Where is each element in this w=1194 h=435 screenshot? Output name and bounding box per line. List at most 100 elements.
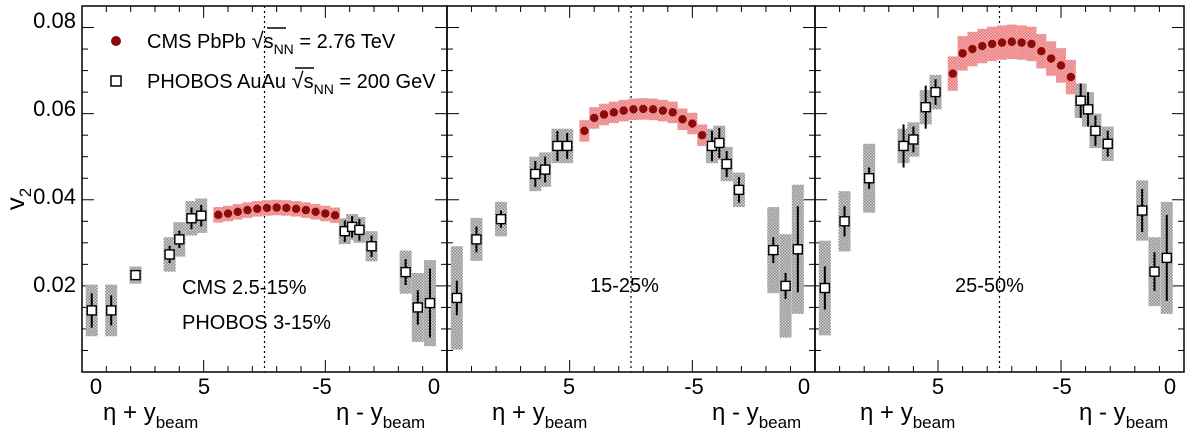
cms-point [214,210,223,220]
cms-point [958,49,967,58]
phobos-point [768,244,779,256]
phobos-point [186,213,197,224]
data-layer [450,98,804,350]
cms-point [639,104,648,114]
phobos-point [412,302,423,313]
cms-point [233,207,242,217]
phobos-point [733,184,745,196]
phobos-point [196,210,207,221]
x-tick-label: 5 [932,374,944,399]
cms-point [688,119,697,128]
phobos-point [539,164,551,175]
cms-point [697,130,707,140]
cms-point [1017,38,1026,47]
cms-point [609,108,619,117]
panel-1: CMS 2.5-15% PHOBOS 3-15% [81,5,448,373]
legend-cms-marker [111,36,121,46]
phobos-point [130,269,141,281]
cms-point [1046,54,1056,63]
phobos-point [424,297,436,309]
sqrt-sign: √ [292,68,305,93]
cms-point [978,41,987,51]
cms-point [291,204,301,214]
phobos-point [366,241,377,252]
y-tick-label: 0.06 [33,96,76,121]
phobos-point [1161,252,1172,264]
phobos-point [164,249,175,260]
cms-point [629,105,638,114]
cms-point [321,209,330,218]
data-layer [818,24,1173,336]
phobos-point [552,140,563,152]
centrality-label-phobos: PHOBOS 3-15% [182,312,331,334]
x-axis-title-left: η + ybeam [860,399,955,432]
x-tick-label: -5 [1052,374,1072,399]
phobos-point [898,140,909,152]
phobos-point [562,140,573,152]
phobos-point [721,158,732,170]
cms-point [272,203,281,212]
x-tick-label: 0 [90,374,102,399]
phobos-point [451,292,463,304]
phobos-point [354,224,365,236]
phobos-point [1090,125,1101,137]
phobos-point [819,282,831,294]
cms-point [678,115,687,124]
cms-point [243,205,252,215]
cms-point [301,205,311,215]
phobos-point [930,86,941,98]
panel-2: 15-25% [446,5,816,373]
phobos-point [1102,138,1113,149]
cms-point [968,44,977,54]
legend-phobos-marker [110,75,122,87]
cms-point [580,126,589,136]
y-tick-labels: 0.02 0.04 0.06 0.08 [33,8,76,297]
cms-point [668,108,677,117]
x-axis-title-right: η - ybeam [336,399,425,432]
y-tick-label: 0.04 [33,184,76,209]
phobos-point [714,137,725,149]
cms-point [1027,39,1036,49]
cms-point [658,106,668,115]
cms-point [948,69,957,78]
y-tick-label: 0.02 [33,272,76,297]
phobos-point [530,168,541,180]
x-tick-label: 0 [798,374,810,399]
sqrt-sign: √ [251,28,264,53]
cms-point [648,105,658,114]
cms-point [262,203,272,213]
cms-point [282,203,291,213]
phobos-point [86,305,97,316]
x-tick-labels: 0 5 -5 0 5 -5 0 5 -5 0 [90,374,1176,399]
phobos-point [908,134,919,145]
x-axis-title-left: η + ybeam [103,399,198,432]
phobos-point [1136,205,1148,216]
x-tick-label: -5 [312,374,332,399]
cms-point [1037,47,1046,56]
x-tick-label: 0 [1164,374,1176,399]
legend-phobos-label: PHOBOS AuAu √sNN = 200 GeV [147,68,436,97]
phobos-point [920,101,931,113]
legend-cms-label: CMS PbPb √sNN = 2.76 TeV [147,28,396,57]
x-tick-label: 0 [428,374,440,399]
phobos-point [1149,266,1160,277]
phobos-point [863,173,875,184]
cms-point [311,207,320,217]
x-axis-titles: η + ybeam η - ybeam η + ybeam η - ybeam … [103,399,1168,432]
cms-point [599,110,609,119]
phobos-point [105,305,117,316]
phobos-point [1082,104,1094,115]
panel-3: 25-50% [814,5,1185,373]
x-axis-title-left: η + ybeam [492,399,587,432]
cms-point [330,211,340,220]
cms-point [253,204,262,214]
x-tick-label: 5 [198,374,210,399]
data-layer [85,198,436,347]
cms-point [619,106,628,115]
phobos-point [471,234,482,245]
cms-point [987,39,997,49]
cms-point [1007,37,1016,46]
x-tick-label: 5 [563,374,575,399]
phobos-point [780,280,791,292]
